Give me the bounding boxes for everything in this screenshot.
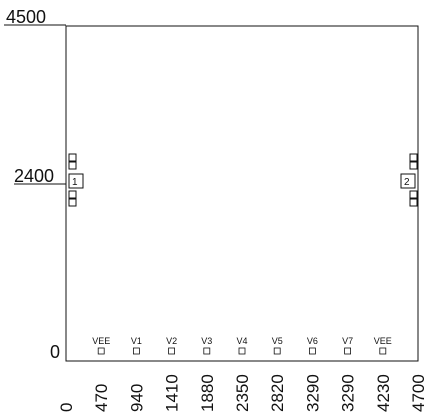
right-marker-bottom [409, 190, 418, 199]
x-axis-tick-label: 1880 [198, 374, 217, 412]
y-axis-label-top: 4500 [6, 7, 46, 27]
x-axis-tick-label: 1410 [163, 374, 182, 412]
pin-pad [273, 347, 281, 355]
pin-pad [168, 347, 176, 355]
left-marker-bottom [68, 190, 77, 199]
x-axis-tick-label: 470 [92, 384, 111, 412]
x-axis-tick-label: 2820 [268, 374, 287, 412]
x-axis-tick-label: 0 [57, 403, 76, 412]
right-marker-bottom-2 [409, 198, 418, 207]
pin-label: V7 [342, 336, 353, 346]
pin-label: VEE [374, 336, 392, 346]
pin-pad [203, 347, 211, 355]
right-box [400, 173, 416, 189]
side-component-left: 1 [68, 153, 84, 207]
left-box-number: 1 [72, 177, 78, 188]
right-marker-top-2 [409, 161, 418, 170]
pin-label: V1 [131, 336, 142, 346]
x-axis-tick-label: 3290 [339, 374, 358, 412]
pin-pad [308, 347, 316, 355]
pin-pad [344, 347, 352, 355]
pin-pad [97, 347, 105, 355]
pin-label: V6 [307, 336, 318, 346]
pin-pad [379, 347, 387, 355]
right-box-number: 2 [404, 177, 410, 188]
x-axis-tick-label: 4700 [409, 374, 428, 412]
board-outline [65, 25, 419, 362]
pin-pad [132, 347, 140, 355]
pin-label: V5 [272, 336, 283, 346]
left-marker-top-2 [68, 161, 77, 170]
pin-group: VEE V1 V2 V3 V4 V5 V6 V7 VEE [92, 336, 392, 355]
left-marker-bottom-2 [68, 198, 77, 207]
x-axis-labels: 0 470 940 1410 1880 2350 2820 3290 3290 4230 4700 [57, 374, 428, 412]
x-axis-tick-label: 2350 [233, 374, 252, 412]
x-axis-tick-label: 4230 [374, 374, 393, 412]
right-marker-top [409, 153, 418, 162]
side-component-right: 2 [400, 153, 418, 207]
left-marker-top [68, 153, 77, 162]
x-axis-tick-label: 940 [127, 384, 146, 412]
pin-pad [238, 347, 246, 355]
pin-label: V3 [201, 336, 212, 346]
y-axis-label-zero: 0 [50, 342, 60, 362]
pin-label: VEE [92, 336, 110, 346]
pin-label: V4 [236, 336, 247, 346]
pin-label: V2 [166, 336, 177, 346]
y-axis-label-mid: 2400 [14, 166, 54, 186]
left-box [68, 173, 84, 189]
x-axis-tick-label: 3290 [303, 374, 322, 412]
